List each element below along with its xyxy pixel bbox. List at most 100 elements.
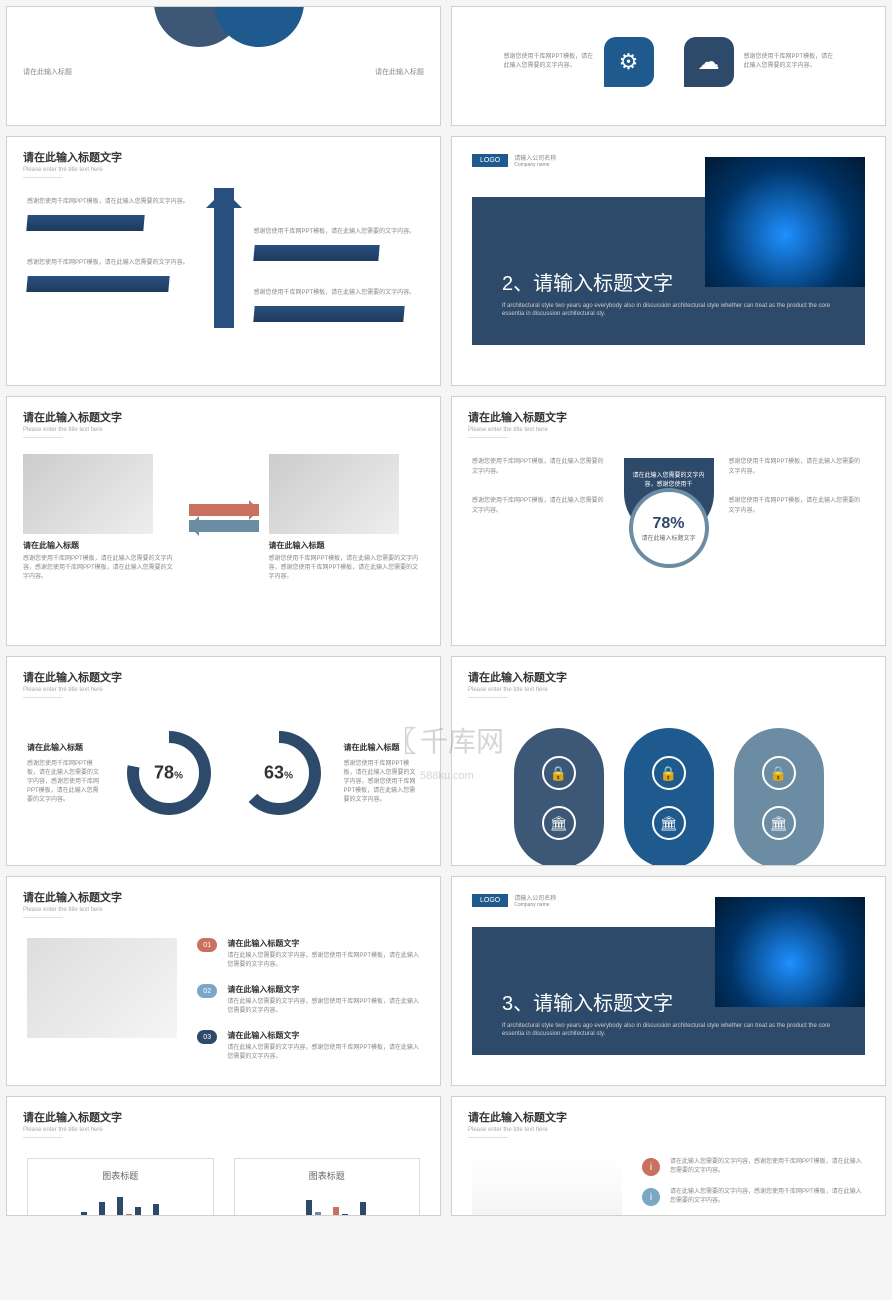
slide-subtitle: Please enter the title text here (452, 427, 885, 433)
bar (342, 1214, 348, 1216)
cloud-icon: ☁ (684, 37, 734, 87)
item-number: 01 (197, 938, 217, 952)
icon-text-2: 感谢您使用千库网PPT模板，请在此输入您需要的文字内容。 (744, 53, 834, 71)
logo-block: LOGO 请输入公司名称 Company name (472, 893, 556, 908)
building-icon: 🏛 (652, 806, 686, 840)
step-text: 感谢您使用千库网PPT模板，请在此输入您需要的文字内容。 (254, 228, 421, 237)
percent-pill: 请在此输入您需要的文字内容，感谢您使用千 78% 请在此输入标题文字 (624, 458, 714, 538)
item-title: 请在此输入标题文字 (227, 1030, 420, 1041)
placeholder-image (27, 938, 177, 1038)
step-text: 感谢您使用千库网PPT模板，请在此输入您需要的文字内容。 (27, 259, 194, 268)
item-desc: 请在此输入您需要的文字内容，感谢您使用千库网PPT模板，请在此输入您需要的文字内… (227, 1044, 420, 1062)
caption-text: 感谢您使用千库网PPT模板，请在此输入您需要的文字内容，感谢您使用千库网PPT模… (269, 555, 425, 582)
step-bar-4 (253, 306, 404, 322)
percent-circle: 78% 请在此输入标题文字 (629, 488, 709, 568)
caption-title: 请在此输入标题 (269, 540, 425, 551)
slide-title: 请在此输入标题文字 (7, 657, 440, 687)
chart-title: 图表标题 (38, 1169, 203, 1182)
step-text: 感谢您使用千库网PPT模板，请在此输入您需要的文字内容。 (27, 198, 194, 207)
slide-title: 请在此输入标题文字 (452, 1097, 885, 1127)
step-text: 感谢您使用千库网PPT模板，请在此输入您需要的文字内容。 (254, 289, 421, 298)
venn-label-left: 请在此输入标题 (23, 67, 72, 77)
section-subtitle: If architectural style two years ago eve… (502, 1022, 835, 1039)
slide-steps: 请在此输入标题文字 Please enter the title text he… (6, 136, 441, 386)
bar (99, 1202, 105, 1216)
slide-subtitle: Please enter the title text here (7, 427, 440, 433)
slide-subtitle: Please enter the title text here (7, 1127, 440, 1133)
bar-chart-1: 图表标题 (27, 1158, 214, 1216)
col-text: 感谢您使用千库网PPT模板，请在此输入您需要的文字内容。 (472, 497, 609, 516)
lock-icon: 🔒 (762, 756, 796, 790)
bar (81, 1212, 87, 1216)
item-number: 02 (197, 984, 217, 998)
item-text: 请在此输入您需要的文字内容，感谢您使用千库网PPT模板，请在此输入您需要的文字内… (670, 1188, 865, 1206)
slide-title: 请在此输入标题文字 (7, 1097, 440, 1127)
company-sub: Company name (514, 902, 556, 908)
slide-title: 请在此输入标题文字 (7, 397, 440, 427)
up-arrow (214, 188, 234, 328)
arrow-left (189, 520, 259, 532)
slide-capsules: 请在此输入标题文字 Please enter the title text he… (451, 656, 886, 866)
venn-circle-2 (214, 6, 304, 47)
list-item: 03请在此输入标题文字请在此输入您需要的文字内容，感谢您使用千库网PPT模板，请… (197, 1030, 420, 1062)
donut-label: 请在此输入标题 (344, 742, 421, 754)
placeholder-image-2 (269, 454, 399, 534)
logo-badge: LOGO (472, 154, 508, 167)
bar (126, 1214, 132, 1216)
bar-chart-2: 图表标题 (234, 1158, 421, 1216)
bar (315, 1212, 321, 1216)
step-bar-1 (26, 215, 144, 231)
slide-section-3: LOGO 请输入公司名称 Company name 3、请输入标题文字 If a… (451, 876, 886, 1086)
donut-value-2: 63 (264, 763, 284, 783)
arrow-right (189, 504, 259, 516)
slide-icons: 感谢您使用千库网PPT模板，请在此输入您需要的文字内容。 ⚙ ☁ 感谢您使用千库… (451, 6, 886, 126)
item-text: 请在此输入您需要的文字内容，感谢您使用千库网PPT模板，请在此输入您需要的文字内… (670, 1158, 865, 1176)
gear-icon: ⚙ (604, 37, 654, 87)
slide-subtitle: Please enter the title text here (452, 1127, 885, 1133)
donut-chart-1: 78% (124, 728, 214, 818)
building-icon: 🏛 (762, 806, 796, 840)
item-desc: 请在此输入您需要的文字内容，感谢您使用千库网PPT模板，请在此输入您需要的文字内… (227, 998, 420, 1016)
list-item: i 请在此输入您需要的文字内容，感谢您使用千库网PPT模板，请在此输入您需要的文字… (642, 1188, 865, 1206)
list-item: 01 请在此输入标题文字请在此输入您需要的文字内容，感谢您使用千库网PPT模板，请… (197, 938, 420, 970)
caption-text: 感谢您使用千库网PPT模板，请在此输入您需要的文字内容，感谢您使用千库网PPT模… (23, 555, 179, 582)
donut-value-1: 78 (154, 763, 174, 783)
slide-title: 请在此输入标题文字 (7, 877, 440, 907)
item-title: 请在此输入标题文字 (227, 984, 420, 995)
percent-value: 78% (652, 515, 684, 533)
col-text: 感谢您使用千库网PPT模板，请在此输入您需要的文字内容。 (472, 458, 609, 477)
slide-section-2: LOGO 请输入公司名称 Company name 2、请输入标题文字 If a… (451, 136, 886, 386)
bar (135, 1207, 141, 1216)
slide-subtitle: Please enter the title text here (7, 907, 440, 913)
logo-block: LOGO 请输入公司名称 Company name (472, 153, 556, 168)
list-item: i请在此输入您需要的文字内容，感谢您使用千库网PPT模板，请在此输入您需要的文字… (642, 1158, 865, 1176)
slide-subtitle: Please enter the title text here (7, 687, 440, 693)
slide-numbered: 请在此输入标题文字 Please enter the title text he… (6, 876, 441, 1086)
slide-title: 请在此输入标题文字 (452, 657, 885, 687)
item-title: 请在此输入标题文字 (227, 938, 420, 949)
caption-title: 请在此输入标题 (23, 540, 179, 551)
slide-title: 请在此输入标题文字 (7, 137, 440, 167)
capsule: 🔒🏛 (514, 728, 604, 866)
info-icon: i (642, 1188, 660, 1206)
capsule: 🔒🏛 (734, 728, 824, 866)
placeholder-image (472, 1158, 622, 1216)
bar (360, 1202, 366, 1216)
company-name: 请输入公司名称 (514, 893, 556, 902)
step-bar-2 (26, 276, 169, 292)
building-icon: 🏛 (542, 806, 576, 840)
col-text: 感谢您使用千库网PPT模板，请在此输入您需要的文字内容。 (729, 497, 866, 516)
bar (117, 1197, 123, 1216)
percent-label: 请在此输入标题文字 (641, 533, 695, 542)
donut-chart-2: 63% (234, 728, 324, 818)
slide-donuts: 请在此输入标题文字 Please enter the title text he… (6, 656, 441, 866)
section-image (705, 157, 865, 287)
col-text: 感谢您使用千库网PPT模板，请在此输入您需要的文字内容。 (729, 458, 866, 477)
bar (333, 1207, 339, 1216)
company-name: 请输入公司名称 (514, 153, 556, 162)
slide-grid: 👥 👔 请在此输入标题 请在此输入标题 感谢您使用千库网PPT模板，请在此输入您… (6, 6, 886, 1216)
section-subtitle: If architectural style two years ago eve… (502, 302, 835, 319)
item-desc: 请在此输入您需要的文字内容，感谢您使用千库网PPT模板，请在此输入您需要的文字内… (227, 952, 420, 970)
slide-dotlist: 请在此输入标题文字 Please enter the title text he… (451, 1096, 886, 1216)
slide-pill-percent: 请在此输入标题文字 Please enter the title text he… (451, 396, 886, 646)
